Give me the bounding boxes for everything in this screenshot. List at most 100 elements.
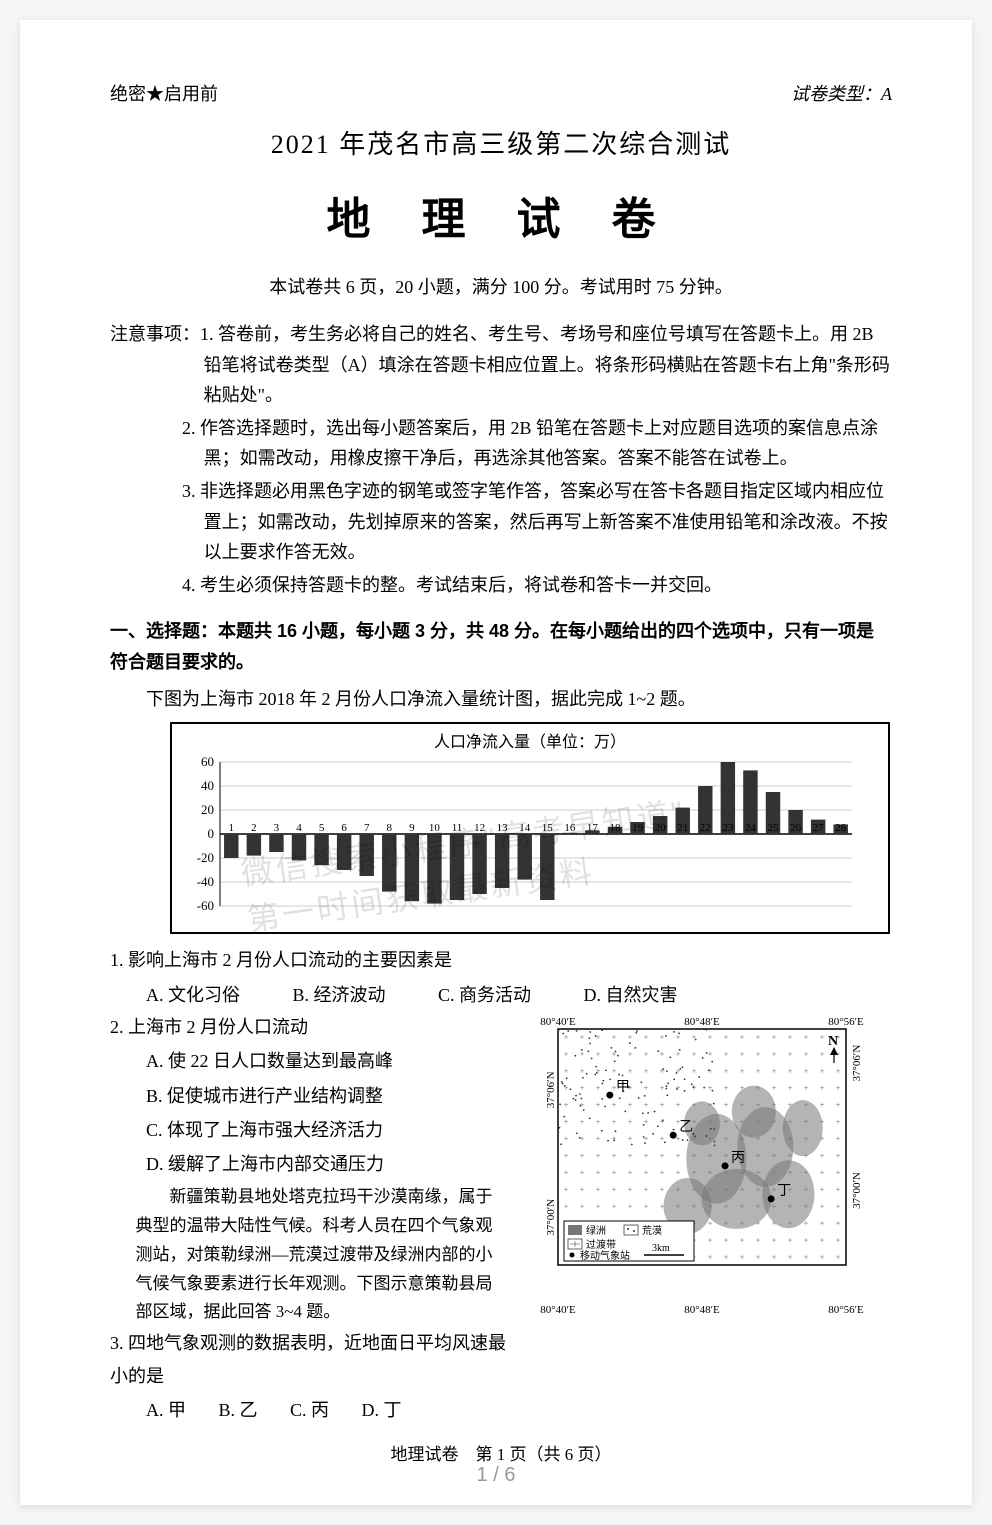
svg-text:37°06′N: 37°06′N — [851, 1045, 863, 1082]
svg-text:80°48′E: 80°48′E — [684, 1016, 720, 1028]
question-2: 2. 上海市 2 月份人口流动 A. 使 22 日人口数量达到最高峰 B. 促使… — [110, 1011, 508, 1181]
svg-text:9: 9 — [409, 822, 415, 834]
svg-text:80°40′E: 80°40′E — [540, 1304, 576, 1316]
svg-text:4: 4 — [296, 822, 302, 834]
confidential-label: 绝密★启用前 — [110, 80, 218, 106]
chart-title: 人口净流入量（单位：万） — [182, 728, 878, 752]
svg-text:21: 21 — [677, 822, 688, 834]
notice-item-4: 4. 考生必须保持答题卡的整。考试结束后，将试卷和答卡一并交回。 — [110, 570, 892, 601]
section-1-header: 一、选择题：本题共 16 小题，每小题 3 分，共 48 分。在每小题给出的四个… — [110, 616, 892, 677]
main-title: 2021 年茂名市高三级第二次综合测试 — [110, 124, 892, 161]
svg-text:23: 23 — [722, 822, 734, 834]
svg-text:40: 40 — [201, 778, 214, 793]
right-column: 甲乙丙丁80°40′E80°40′E80°48′E80°48′E80°56′E8… — [522, 1011, 892, 1427]
population-chart: 微信搜索小程序"高考早知道" 第一时间获取最新资料 人口净流入量（单位：万） 6… — [170, 722, 890, 934]
svg-text:10: 10 — [429, 822, 441, 834]
svg-text:16: 16 — [564, 822, 576, 834]
svg-text:12: 12 — [474, 822, 485, 834]
q2-text: 2. 上海市 2 月份人口流动 — [110, 1011, 508, 1043]
svg-text:3: 3 — [274, 822, 280, 834]
exam-info: 本试卷共 6 页，20 小题，满分 100 分。考试用时 75 分钟。 — [110, 273, 892, 299]
page-footer: 地理试卷 第 1 页（共 6 页） — [110, 1440, 892, 1465]
q1-text: 1. 影响上海市 2 月份人口流动的主要因素是 — [110, 944, 892, 976]
svg-text:27: 27 — [813, 822, 825, 834]
svg-text:19: 19 — [632, 822, 644, 834]
svg-text:14: 14 — [519, 822, 531, 834]
svg-text:20: 20 — [201, 802, 214, 817]
q1-opt-d: D. 自然灾害 — [584, 979, 678, 1011]
svg-text:-40: -40 — [197, 874, 214, 889]
subject-title: 地 理 试 卷 — [110, 183, 892, 247]
q3-text: 3. 四地气象观测的数据表明，近地面日平均风速最小的是 — [110, 1327, 508, 1392]
svg-text:17: 17 — [587, 822, 599, 834]
q2-opt-d: D. 缓解了上海市内部交通压力 — [146, 1148, 508, 1180]
svg-text:过渡带: 过渡带 — [586, 1238, 616, 1251]
q3-opt-c: C. 丙 — [290, 1394, 329, 1426]
map-figure: 甲乙丙丁80°40′E80°40′E80°48′E80°48′E80°56′E8… — [522, 1011, 882, 1321]
q1-opt-a: A. 文化习俗 — [146, 979, 240, 1011]
notice-block: 注意事项：1. 答卷前，考生务必将自己的姓名、考生号、考场号和座位号填写在答题卡… — [110, 319, 892, 600]
q2-opt-a: A. 使 22 日人口数量达到最高峰 — [146, 1045, 508, 1077]
svg-text:80°56′E: 80°56′E — [828, 1304, 864, 1316]
svg-text:37°00′N: 37°00′N — [851, 1172, 863, 1209]
q2-opt-c: C. 体现了上海市强大经济活力 — [146, 1114, 508, 1146]
svg-text:3km: 3km — [652, 1243, 670, 1254]
svg-text:11: 11 — [452, 822, 463, 834]
q2-options: A. 使 22 日人口数量达到最高峰 B. 促使城市进行产业结构调整 C. 体现… — [110, 1045, 508, 1181]
q2-opt-b: B. 促使城市进行产业结构调整 — [146, 1080, 508, 1112]
q3-opt-b: B. 乙 — [219, 1394, 258, 1426]
svg-text:丙: 丙 — [731, 1151, 745, 1166]
svg-text:绿洲: 绿洲 — [586, 1224, 606, 1237]
two-column-layout: 2. 上海市 2 月份人口流动 A. 使 22 日人口数量达到最高峰 B. 促使… — [110, 1011, 892, 1427]
q1-options: A. 文化习俗 B. 经济波动 C. 商务活动 D. 自然灾害 — [110, 979, 892, 1011]
notice-item-2: 2. 作答选择题时，选出每小题答案后，用 2B 铅笔在答题卡上对应题目选项的案信… — [110, 413, 892, 474]
svg-text:15: 15 — [542, 822, 554, 834]
svg-text:乙: 乙 — [679, 1119, 693, 1135]
svg-text:13: 13 — [497, 822, 509, 834]
question-1: 1. 影响上海市 2 月份人口流动的主要因素是 A. 文化习俗 B. 经济波动 … — [110, 944, 892, 1011]
q1-opt-c: C. 商务活动 — [438, 979, 531, 1011]
question-3: 3. 四地气象观测的数据表明，近地面日平均风速最小的是 A. 甲 B. 乙 C.… — [110, 1327, 508, 1426]
svg-text:22: 22 — [700, 822, 711, 834]
svg-text:0: 0 — [208, 826, 215, 841]
svg-text:37°00′N: 37°00′N — [545, 1199, 557, 1236]
passage-1-intro: 下图为上海市 2018 年 2 月份人口净流入量统计图，据此完成 1~2 题。 — [110, 684, 892, 715]
svg-text:5: 5 — [319, 822, 325, 834]
notice-item-1: 注意事项：1. 答卷前，考生务必将自己的姓名、考生号、考场号和座位号填写在答题卡… — [110, 319, 892, 411]
svg-text:移动气象站: 移动气象站 — [580, 1249, 630, 1262]
svg-text:N: N — [828, 1034, 838, 1049]
svg-text:80°40′E: 80°40′E — [540, 1016, 576, 1028]
svg-text:25: 25 — [768, 822, 780, 834]
svg-text:-20: -20 — [197, 850, 214, 865]
bar-chart-svg: 6040200-20-40-60123456789101112131415161… — [182, 756, 862, 926]
notice-item-3: 3. 非选择题必用黑色字迹的钢笔或签字笔作答，答案必写在答卡各题目指定区域内相应… — [110, 476, 892, 568]
svg-text:1: 1 — [229, 822, 235, 834]
page-counter: 1 / 6 — [20, 1464, 972, 1487]
svg-text:28: 28 — [835, 822, 847, 834]
svg-text:甲: 甲 — [616, 1080, 630, 1095]
svg-text:80°56′E: 80°56′E — [828, 1016, 864, 1028]
q1-opt-b: B. 经济波动 — [293, 979, 386, 1011]
svg-text:26: 26 — [790, 822, 802, 834]
svg-text:6: 6 — [341, 822, 347, 834]
paper-type-label: 试卷类型：A — [791, 80, 892, 106]
svg-text:60: 60 — [201, 756, 214, 769]
svg-text:8: 8 — [387, 822, 393, 834]
svg-text:7: 7 — [364, 822, 370, 834]
chart-frame: 人口净流入量（单位：万） 6040200-20-40-6012345678910… — [170, 722, 890, 934]
left-column: 2. 上海市 2 月份人口流动 A. 使 22 日人口数量达到最高峰 B. 促使… — [110, 1011, 508, 1427]
svg-text:80°48′E: 80°48′E — [684, 1304, 720, 1316]
notice-label: 注意事项： — [110, 324, 200, 344]
q3-options: A. 甲 B. 乙 C. 丙 D. 丁 — [110, 1394, 508, 1426]
svg-text:24: 24 — [745, 822, 757, 834]
svg-text:37°06′N: 37°06′N — [545, 1071, 557, 1108]
passage-2-intro: 新疆策勒县地处塔克拉玛干沙漠南缘，属于典型的温带大陆性气候。科考人员在四个气象观… — [110, 1183, 508, 1327]
svg-text:18: 18 — [610, 822, 622, 834]
q3-opt-d: D. 丁 — [362, 1394, 402, 1426]
header-row: 绝密★启用前 试卷类型：A — [110, 80, 892, 106]
svg-text:-60: -60 — [197, 898, 214, 913]
svg-text:20: 20 — [655, 822, 667, 834]
svg-text:2: 2 — [251, 822, 257, 834]
svg-text:荒漠: 荒漠 — [642, 1225, 662, 1237]
exam-page: 绝密★启用前 试卷类型：A 2021 年茂名市高三级第二次综合测试 地 理 试 … — [20, 20, 972, 1505]
